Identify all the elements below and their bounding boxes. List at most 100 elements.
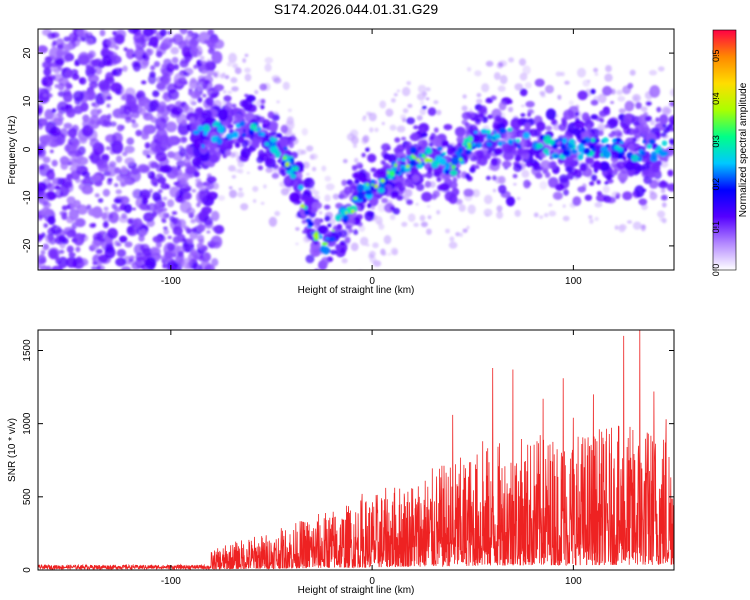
spectrogram-blob [98, 254, 108, 263]
spectrogram-blob [490, 95, 497, 101]
spectrogram-blob [51, 108, 57, 113]
spectrogram-blob [589, 181, 595, 186]
spectrogram-blob [170, 109, 181, 118]
spectrogram-blob [161, 217, 167, 223]
spectrogram-blob [121, 213, 127, 219]
spectrogram-blob [313, 237, 318, 241]
spectrogram-blob [661, 202, 667, 208]
spectrogram-blob [285, 177, 292, 184]
spectrogram-blob [572, 128, 582, 137]
spectrogram-y-tick-label: 10 [22, 95, 33, 107]
spectrogram-blob [354, 171, 363, 180]
spectrogram-blob [116, 124, 124, 132]
spectrogram-blob [105, 164, 118, 177]
spectrogram-blob [305, 254, 315, 264]
spectrogram-blob [602, 137, 609, 143]
spectrogram-blob [246, 171, 250, 174]
spectrogram-blob [296, 149, 304, 156]
spectrogram-blob [141, 197, 148, 205]
spectrogram-y-tick-label: -10 [22, 190, 33, 205]
spectrogram-blob [210, 210, 220, 222]
spectrogram-blob [196, 202, 201, 208]
spectrogram-blob [229, 152, 236, 158]
spectrogram-blob [338, 241, 348, 254]
spectrogram-blob [320, 311, 329, 321]
spectrogram-blob [617, 153, 623, 160]
spectrogram-blob [562, 140, 567, 144]
spectrogram-blob [485, 60, 494, 67]
spectrogram-blob [229, 129, 234, 134]
spectrogram-blob [461, 105, 468, 112]
spectrogram-blob [516, 196, 521, 201]
spectrogram-blob [563, 109, 575, 120]
spectrogram-blob [261, 132, 265, 137]
spectrogram-blob [467, 204, 476, 215]
spectrogram-blob [102, 188, 111, 197]
snr-x-tick-label: 0 [369, 576, 375, 587]
spectrogram-blob [197, 185, 204, 191]
spectrogram-blob [523, 122, 532, 130]
spectrogram-blob [519, 88, 528, 97]
spectrogram-blob [610, 101, 615, 104]
spectrogram-blob [603, 108, 611, 116]
snr-x-axis-label: Height of straight line (km) [298, 585, 415, 596]
spectrogram-blob [132, 54, 136, 58]
spectrogram-blob [514, 83, 523, 91]
spectrogram-blob [416, 115, 423, 121]
spectrogram-blob [105, 243, 114, 253]
spectrogram-blob [167, 199, 175, 208]
spectrogram-blob [324, 274, 331, 282]
spectrogram-blob [575, 112, 580, 116]
spectrogram-blob [45, 121, 57, 135]
spectrogram-blob [369, 250, 376, 258]
spectrogram-blob [625, 161, 635, 171]
spectrogram-blob [411, 148, 417, 154]
spectrogram-blob [553, 153, 560, 159]
spectrogram-blob [440, 152, 445, 157]
spectrogram-blob [112, 67, 123, 77]
spectrogram-blob [193, 171, 200, 178]
spectrogram-blob [433, 127, 439, 133]
spectrogram-blob [49, 227, 55, 231]
spectrogram-blob [79, 136, 88, 144]
spectrogram-blob [123, 203, 133, 214]
spectrogram-blob [131, 119, 136, 124]
spectrogram-blob [311, 207, 317, 214]
spectrogram-blob [85, 37, 94, 46]
spectrogram-blob [659, 217, 665, 222]
spectrogram-blob [218, 144, 227, 151]
spectrogram-blob [74, 218, 86, 228]
spectrogram-blob [368, 112, 377, 122]
spectrogram-blob [562, 204, 566, 208]
spectrogram-blob [224, 75, 230, 80]
spectrogram-blob [638, 114, 648, 125]
spectrogram-blob [594, 72, 599, 76]
spectrogram-blob [146, 172, 151, 176]
chart-title: S174.2026.044.01.31.G29 [273, 1, 439, 17]
spectrogram-blob [324, 194, 331, 202]
spectrogram-blob [155, 151, 167, 162]
spectrogram-blob [461, 111, 472, 120]
spectrogram-blob [226, 61, 233, 67]
spectrogram-blob [105, 146, 112, 151]
spectrogram-blob [375, 216, 383, 225]
spectrogram-blob [431, 193, 437, 200]
spectrogram-blob [274, 210, 281, 217]
spectrogram-blob [571, 149, 578, 155]
spectrogram-blob [172, 226, 183, 236]
spectrogram-blob [641, 224, 646, 229]
spectrogram-blob [158, 189, 163, 194]
spectrogram-blob [593, 168, 598, 174]
spectrogram-blob [668, 138, 674, 145]
spectrogram-blob [103, 43, 109, 48]
spectrogram-blob [444, 168, 450, 175]
spectrogram-blob [615, 137, 622, 143]
spectrogram-blob [163, 228, 170, 235]
spectrogram-blob [38, 106, 43, 115]
spectrogram-blob [95, 248, 103, 255]
spectrogram-blob [533, 212, 539, 218]
spectrogram-blob [601, 170, 608, 176]
spectrogram-blob [91, 174, 102, 182]
spectrogram-blob [565, 166, 573, 173]
